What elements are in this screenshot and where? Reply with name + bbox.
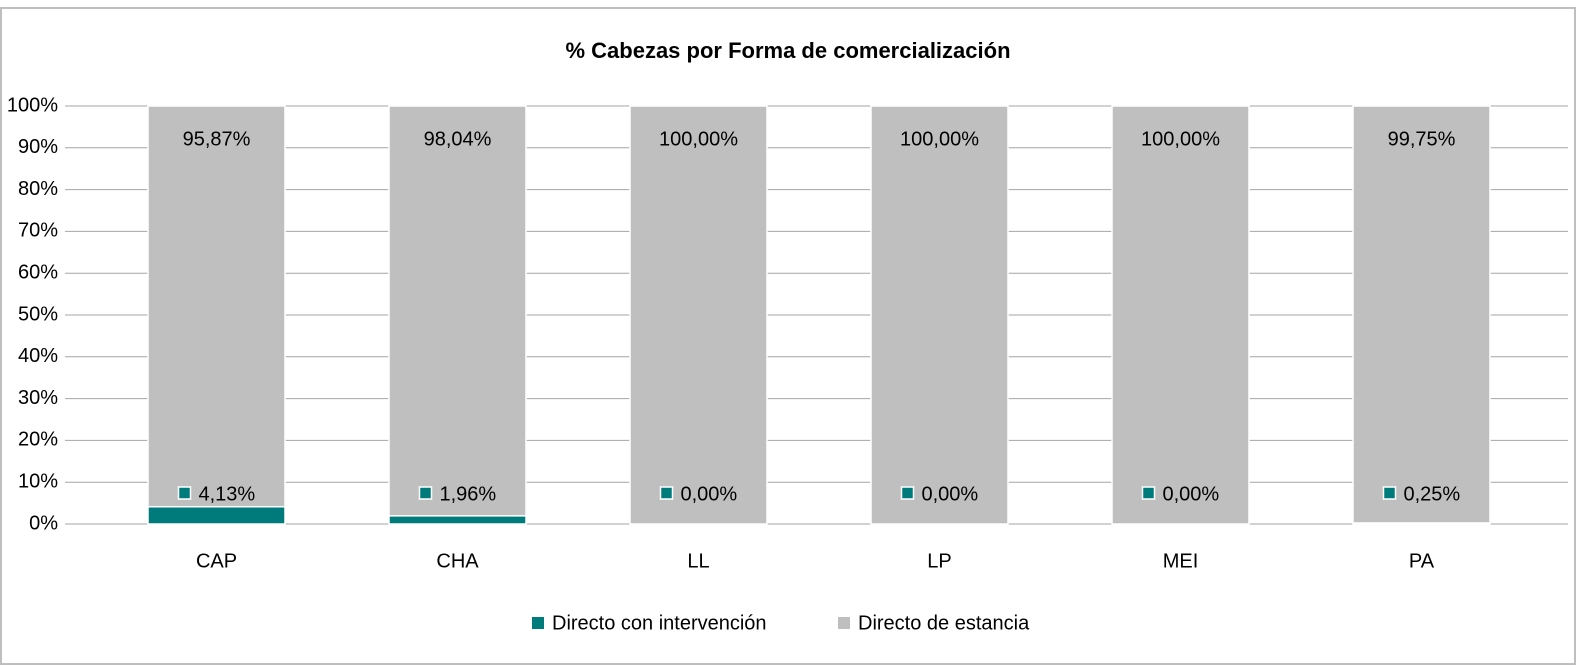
data-label: 99,75% xyxy=(1388,128,1456,150)
data-label: 4,13% xyxy=(199,483,256,505)
bar-segment xyxy=(388,105,527,517)
data-label: 98,04% xyxy=(424,128,492,150)
y-tick-label: 30% xyxy=(18,387,58,409)
legend-swatch xyxy=(532,617,544,629)
y-tick-label: 70% xyxy=(18,220,58,242)
data-label: 0,00% xyxy=(1163,483,1220,505)
bar-segment xyxy=(388,515,527,525)
bar-segment xyxy=(1352,105,1491,524)
bar-segment xyxy=(147,505,286,525)
chart-title: % Cabezas por Forma de comercialización xyxy=(565,38,1010,63)
y-tick-label: 60% xyxy=(18,261,58,283)
x-tick-label: PA xyxy=(1409,550,1435,572)
label-marker xyxy=(418,486,433,500)
label-marker xyxy=(900,486,915,500)
data-label: 100,00% xyxy=(1141,128,1220,150)
data-label: 100,00% xyxy=(900,128,979,150)
x-tick-label: LP xyxy=(927,550,951,572)
bar-segment xyxy=(629,105,768,525)
data-label: 0,00% xyxy=(681,483,738,505)
data-label: 1,96% xyxy=(440,483,497,505)
legend-label: Directo con intervención xyxy=(552,612,767,634)
y-tick-label: 90% xyxy=(18,136,58,158)
label-marker xyxy=(1382,486,1397,500)
y-tick-label: 50% xyxy=(18,303,58,325)
y-tick-label: 80% xyxy=(18,178,58,200)
legend-swatch xyxy=(838,617,850,629)
data-label: 0,25% xyxy=(1404,483,1461,505)
bar-segment xyxy=(1111,105,1250,525)
y-tick-label: 40% xyxy=(18,345,58,367)
x-tick-label: LL xyxy=(687,550,709,572)
data-label: 0,00% xyxy=(922,483,979,505)
x-tick-label: MEI xyxy=(1163,550,1199,572)
y-tick-label: 20% xyxy=(18,429,58,451)
bar-segment xyxy=(147,105,286,508)
y-tick-label: 100% xyxy=(7,94,58,116)
data-label: 95,87% xyxy=(183,128,251,150)
data-label: 100,00% xyxy=(659,128,738,150)
label-marker xyxy=(659,486,674,500)
label-marker xyxy=(1141,486,1156,500)
bar-segment xyxy=(870,105,1009,525)
y-tick-label: 10% xyxy=(18,470,58,492)
x-tick-label: CHA xyxy=(436,550,479,572)
label-marker xyxy=(177,486,192,500)
legend-label: Directo de estancia xyxy=(858,612,1030,634)
x-tick-label: CAP xyxy=(196,550,237,572)
y-tick-label: 0% xyxy=(29,512,58,534)
